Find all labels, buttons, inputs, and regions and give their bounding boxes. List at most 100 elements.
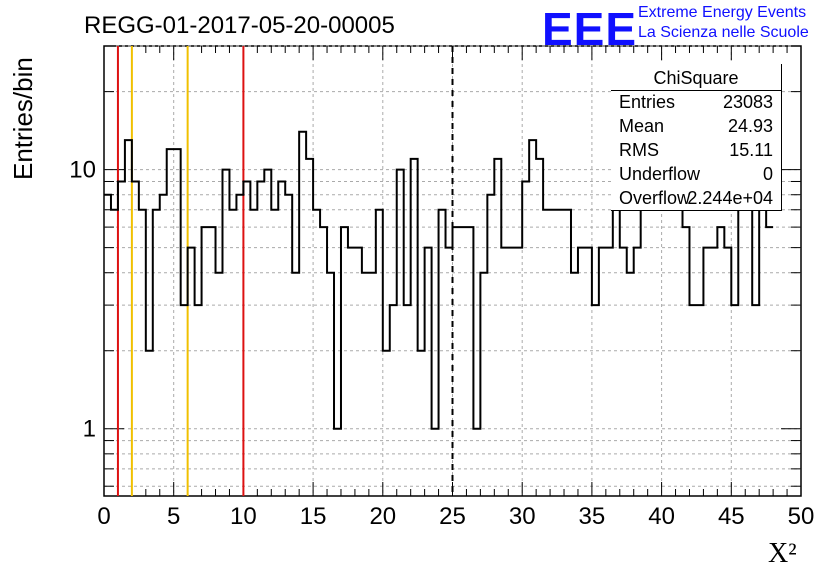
stats-key: Underflow bbox=[619, 164, 701, 184]
histogram-bin bbox=[306, 159, 313, 496]
histogram-bin bbox=[104, 195, 111, 496]
histogram-bin bbox=[683, 227, 690, 496]
stats-row-entries: Entries 23083 bbox=[619, 92, 773, 114]
stats-key: RMS bbox=[619, 140, 659, 160]
histogram-bin bbox=[459, 227, 466, 496]
histogram-bin bbox=[641, 210, 648, 496]
stats-row-mean: Mean 24.93 bbox=[619, 116, 773, 138]
histogram-bin bbox=[146, 351, 153, 496]
stats-value: 23083 bbox=[722, 92, 773, 112]
y-tick-label: 10 bbox=[69, 157, 96, 184]
stats-box: ChiSquare Entries 23083 Mean 24.93 RMS 1… bbox=[611, 64, 782, 211]
histogram-bin bbox=[696, 305, 703, 496]
histogram-bin bbox=[243, 181, 250, 496]
x-tick-label: 35 bbox=[579, 503, 606, 530]
histogram-bin bbox=[439, 210, 446, 496]
histogram-bin bbox=[418, 351, 425, 496]
histogram-bin bbox=[250, 210, 257, 496]
stats-value: 24.93 bbox=[727, 116, 773, 136]
histogram-bin bbox=[125, 140, 132, 496]
histogram-bin bbox=[745, 181, 752, 496]
histogram-bin bbox=[473, 429, 480, 496]
histogram-bin bbox=[557, 210, 564, 496]
histogram-bin bbox=[578, 248, 585, 496]
y-tick-label: 1 bbox=[83, 416, 96, 443]
histogram-bin bbox=[599, 248, 606, 496]
histogram-bin bbox=[585, 248, 592, 496]
logo-subtitle-1: Extreme Energy Events bbox=[638, 4, 807, 21]
histogram-bin bbox=[327, 273, 334, 496]
chart-title: REGG-01-2017-05-20-00005 bbox=[84, 12, 395, 39]
histogram-bin bbox=[160, 195, 167, 496]
histogram-bin bbox=[466, 227, 473, 496]
histogram-bin bbox=[174, 149, 181, 496]
stats-key: Entries bbox=[619, 92, 676, 112]
histogram-bin bbox=[522, 181, 529, 496]
x-tick-label: 40 bbox=[648, 503, 675, 530]
histogram-bin bbox=[195, 305, 202, 496]
histogram-bin bbox=[766, 227, 773, 496]
histogram-bin bbox=[257, 181, 264, 496]
histogram-bin bbox=[341, 227, 348, 496]
histogram-bin bbox=[620, 248, 627, 496]
histogram-bin bbox=[188, 248, 195, 496]
histogram-bin bbox=[571, 273, 578, 496]
histogram-bin bbox=[111, 210, 118, 496]
stats-value: 0 bbox=[762, 164, 773, 184]
histogram-bin bbox=[494, 159, 501, 496]
histogram-bin bbox=[383, 351, 390, 496]
histogram-bin bbox=[278, 181, 285, 496]
histogram-bin bbox=[432, 429, 439, 496]
histogram-bin bbox=[139, 210, 146, 496]
histogram-bin bbox=[606, 248, 613, 496]
histogram-bin bbox=[655, 170, 662, 496]
eee-logo: EEE bbox=[542, 3, 638, 55]
histogram-bin bbox=[132, 181, 139, 496]
x-tick-label: 20 bbox=[369, 503, 396, 530]
histogram-bin bbox=[613, 210, 620, 496]
histogram-bin bbox=[222, 170, 229, 496]
y-axis-label: Entries/bin bbox=[8, 57, 38, 180]
histogram-bin bbox=[313, 210, 320, 496]
stats-value: 2.244e+04 bbox=[687, 188, 773, 208]
histogram-bin bbox=[397, 170, 404, 496]
histogram-bin bbox=[334, 429, 341, 496]
histogram-bin bbox=[181, 305, 188, 496]
x-tick-label: 45 bbox=[718, 503, 745, 530]
x-axis-label: X² bbox=[768, 538, 797, 569]
histogram-bin bbox=[501, 248, 508, 496]
histogram-bin bbox=[153, 210, 160, 496]
histogram-bin bbox=[536, 159, 543, 496]
stats-key: Mean bbox=[619, 116, 665, 136]
x-tick-label: 10 bbox=[230, 503, 257, 530]
histogram-bin bbox=[738, 181, 745, 496]
x-tick-label: 5 bbox=[167, 503, 180, 530]
histogram-bin bbox=[648, 210, 655, 496]
histogram-bin bbox=[689, 305, 696, 496]
histogram-bin bbox=[759, 195, 766, 496]
histogram-bin bbox=[515, 248, 522, 496]
stats-divider bbox=[611, 90, 781, 91]
histogram-bin bbox=[376, 210, 383, 496]
x-tick-label: 15 bbox=[300, 503, 327, 530]
histogram-bin bbox=[209, 227, 216, 496]
stats-row-underflow: Underflow 0 bbox=[619, 164, 773, 186]
histogram-bin bbox=[320, 227, 327, 496]
histogram-bin bbox=[390, 305, 397, 496]
histogram-bin bbox=[118, 181, 125, 496]
histogram-bin bbox=[592, 305, 599, 496]
histogram-bin bbox=[703, 248, 710, 496]
axis-ticks bbox=[103, 45, 802, 496]
histogram-bin bbox=[348, 248, 355, 496]
histogram-bin bbox=[453, 227, 460, 496]
histogram-bin bbox=[480, 273, 487, 496]
stats-title: ChiSquare bbox=[653, 68, 739, 88]
histogram-bin bbox=[299, 132, 306, 496]
histogram-bin bbox=[543, 210, 550, 496]
stats-value: 15.11 bbox=[729, 140, 773, 160]
histogram-bin bbox=[411, 159, 418, 496]
stats-row-overflow: Overflow 2.244e+04 bbox=[619, 188, 773, 210]
stats-key: Overflow bbox=[619, 188, 691, 208]
histogram-bin bbox=[285, 195, 292, 496]
histogram-bin bbox=[229, 210, 236, 496]
